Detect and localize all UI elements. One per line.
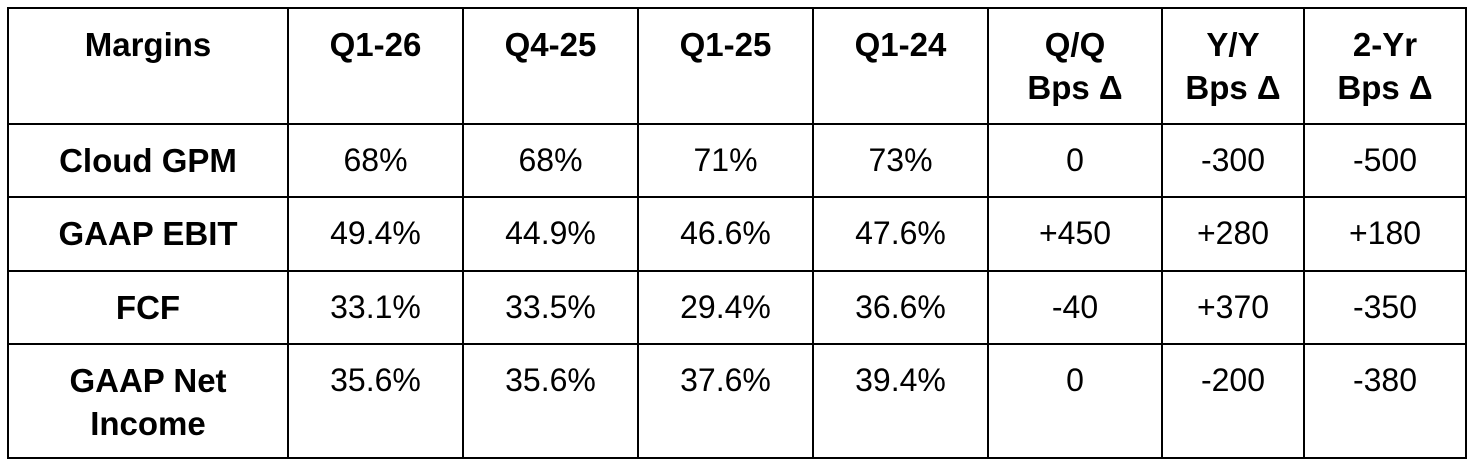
- cell: 0: [987, 343, 1163, 459]
- cell: -500: [1303, 123, 1467, 198]
- cell: 35.6%: [287, 343, 464, 459]
- cell: 37.6%: [637, 343, 814, 459]
- cell: -300: [1161, 123, 1305, 198]
- row-label: GAAP EBIT: [7, 196, 289, 272]
- table-row: FCF 33.1% 33.5% 29.4% 36.6% -40 +370 -350: [7, 270, 1467, 345]
- cell: +280: [1161, 196, 1305, 272]
- cell: 29.4%: [637, 270, 814, 345]
- cell: -40: [987, 270, 1163, 345]
- cell: 0: [987, 123, 1163, 198]
- header-cell: Q4-25: [462, 7, 639, 125]
- header-cell: Q1-25: [637, 7, 814, 125]
- table-row: GAAP Net Income 35.6% 35.6% 37.6% 39.4% 0 -200…: [7, 343, 1467, 459]
- cell: 44.9%: [462, 196, 639, 272]
- table-body: Cloud GPM 68% 68% 71% 73% 0 -300 -500 GAAP EBIT 4…: [7, 123, 1467, 459]
- cell: +180: [1303, 196, 1467, 272]
- cell: 36.6%: [812, 270, 989, 345]
- cell: 35.6%: [462, 343, 639, 459]
- cell: 71%: [637, 123, 814, 198]
- cell: 49.4%: [287, 196, 464, 272]
- cell: 68%: [287, 123, 464, 198]
- cell: 39.4%: [812, 343, 989, 459]
- cell: 46.6%: [637, 196, 814, 272]
- row-label: FCF: [7, 270, 289, 345]
- header-cell: Q1-26: [287, 7, 464, 125]
- row-label: GAAP Net Income: [7, 343, 289, 459]
- cell: -200: [1161, 343, 1305, 459]
- cell: -380: [1303, 343, 1467, 459]
- margins-table: Margins Q1-26 Q4-25 Q1-25 Q1-24 Q/Q Bps Δ Y/Y …: [7, 7, 1467, 459]
- cell: 47.6%: [812, 196, 989, 272]
- cell: +370: [1161, 270, 1305, 345]
- header-cell: 2-Yr Bps Δ: [1303, 7, 1467, 125]
- cell: 33.1%: [287, 270, 464, 345]
- cell: -350: [1303, 270, 1467, 345]
- header-cell: Y/Y Bps Δ: [1161, 7, 1305, 125]
- row-label: Cloud GPM: [7, 123, 289, 198]
- table-row: GAAP EBIT 49.4% 44.9% 46.6% 47.6% +450 +280 +18…: [7, 196, 1467, 272]
- cell: 68%: [462, 123, 639, 198]
- table-row: Cloud GPM 68% 68% 71% 73% 0 -300 -500: [7, 123, 1467, 198]
- cell: 73%: [812, 123, 989, 198]
- cell: +450: [987, 196, 1163, 272]
- header-cell: Margins: [7, 7, 289, 125]
- header-cell: Q1-24: [812, 7, 989, 125]
- header-cell: Q/Q Bps Δ: [987, 7, 1163, 125]
- header-row: Margins Q1-26 Q4-25 Q1-25 Q1-24 Q/Q Bps Δ Y/Y …: [7, 7, 1467, 125]
- cell: 33.5%: [462, 270, 639, 345]
